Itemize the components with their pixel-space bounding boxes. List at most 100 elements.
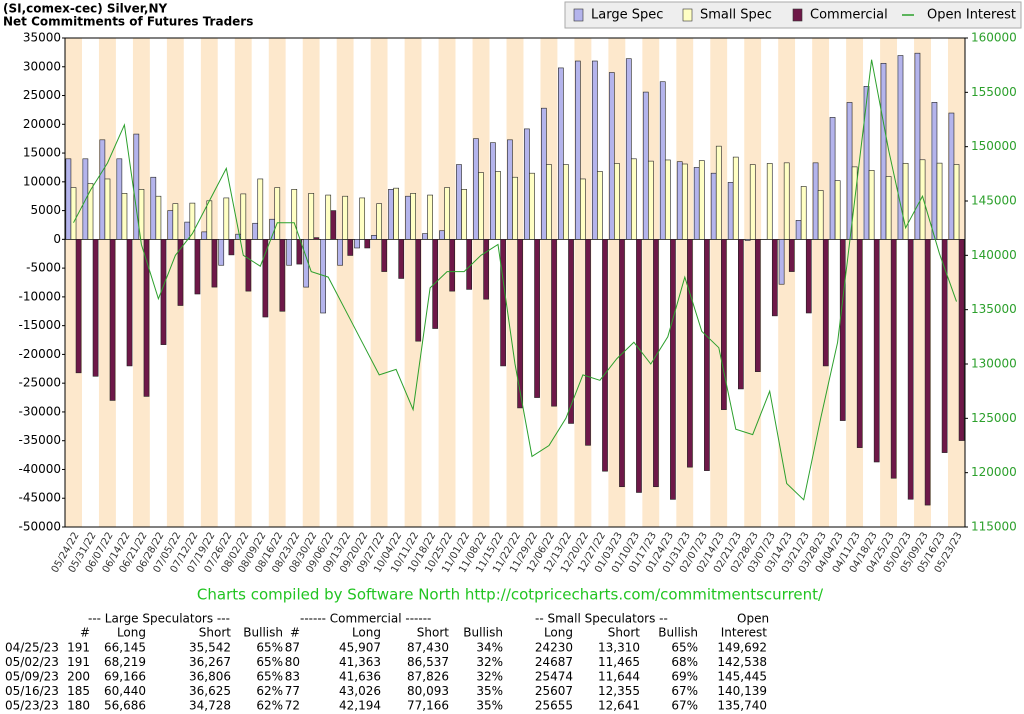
bar bbox=[863, 86, 870, 240]
bar bbox=[279, 239, 286, 312]
y-tick-label: 30000 bbox=[23, 59, 61, 73]
bar bbox=[721, 239, 727, 410]
band bbox=[183, 38, 201, 527]
bar bbox=[218, 239, 225, 266]
table-cell: 149,692 bbox=[717, 641, 767, 655]
bar bbox=[490, 142, 496, 240]
table-cell: 140,139 bbox=[717, 684, 767, 698]
bar bbox=[631, 158, 637, 240]
table-cell: 65% bbox=[256, 670, 283, 684]
bar bbox=[754, 239, 761, 372]
bar bbox=[839, 239, 846, 421]
bar bbox=[189, 202, 196, 240]
table-cell: 135,740 bbox=[717, 699, 767, 713]
table-cell: 180 bbox=[67, 699, 90, 713]
bar bbox=[687, 239, 693, 468]
bar bbox=[223, 197, 230, 240]
bar bbox=[625, 58, 632, 240]
band bbox=[285, 38, 303, 527]
bar bbox=[738, 239, 744, 390]
table-cell: 68% bbox=[671, 655, 698, 669]
bar bbox=[325, 194, 332, 240]
y-tick-label: 10000 bbox=[23, 174, 61, 188]
bar bbox=[890, 239, 897, 479]
table-cell: 86,537 bbox=[407, 655, 449, 669]
bar bbox=[664, 159, 671, 240]
y2-tick-label: 160000 bbox=[971, 31, 1017, 45]
table-cell: 87,826 bbox=[407, 670, 449, 684]
bar bbox=[415, 239, 422, 342]
bar bbox=[257, 178, 264, 240]
bar bbox=[342, 195, 349, 240]
table-group-header: ------ Commercial ------ bbox=[300, 612, 431, 626]
band bbox=[744, 38, 762, 527]
band bbox=[812, 38, 830, 527]
bar bbox=[512, 176, 518, 240]
y-tick-label: 20000 bbox=[23, 117, 61, 131]
bar bbox=[931, 102, 938, 240]
bar bbox=[846, 102, 853, 240]
y2-tick-label: 145000 bbox=[971, 194, 1017, 208]
table-group-header: --- Large Speculators --- bbox=[88, 612, 230, 626]
bar bbox=[65, 158, 72, 240]
table-cell: 67% bbox=[671, 684, 698, 698]
bar bbox=[534, 239, 540, 398]
table-column-header: Long bbox=[544, 626, 573, 640]
bar bbox=[885, 176, 892, 240]
bar bbox=[104, 178, 111, 240]
bar bbox=[274, 187, 281, 240]
legend-label: Small Spec bbox=[700, 8, 772, 23]
bar bbox=[410, 193, 416, 240]
bar bbox=[92, 239, 99, 377]
y-tick-label: 15000 bbox=[23, 146, 61, 160]
bar bbox=[167, 210, 174, 240]
table-cell: 87,430 bbox=[407, 641, 449, 655]
bar bbox=[800, 186, 807, 240]
table-cell: 35% bbox=[476, 684, 503, 698]
table-cell: 83 bbox=[285, 670, 300, 684]
table-date: 05/02/23 bbox=[5, 655, 59, 669]
table-cell: 34% bbox=[476, 641, 503, 655]
bar bbox=[393, 187, 399, 240]
table-cell: 42,194 bbox=[339, 699, 381, 713]
bar bbox=[670, 239, 676, 500]
bar bbox=[252, 222, 259, 240]
y2-tick-label: 135000 bbox=[971, 302, 1017, 316]
y-tick-label: -25000 bbox=[18, 376, 61, 390]
table-cell: 25655 bbox=[535, 699, 573, 713]
bar bbox=[642, 91, 649, 240]
bar bbox=[245, 239, 252, 292]
table-cell: 145,445 bbox=[717, 670, 767, 684]
band bbox=[778, 38, 796, 527]
table-cell: 11,465 bbox=[598, 655, 640, 669]
bar bbox=[771, 239, 778, 317]
bar bbox=[563, 164, 569, 240]
table-cell: 77 bbox=[285, 684, 300, 698]
bar bbox=[201, 231, 208, 240]
table-cell: 69,166 bbox=[104, 670, 146, 684]
bar bbox=[507, 139, 513, 240]
bar bbox=[155, 195, 162, 240]
bar bbox=[953, 164, 960, 240]
table-cell: 32% bbox=[476, 670, 503, 684]
bar bbox=[902, 162, 909, 240]
bar bbox=[405, 195, 411, 240]
band bbox=[268, 38, 286, 527]
bar bbox=[744, 239, 751, 241]
y-tick-label: -50000 bbox=[18, 520, 61, 534]
bar bbox=[75, 239, 82, 374]
table-cell: 45,907 bbox=[339, 641, 381, 655]
bar bbox=[359, 197, 366, 240]
bar bbox=[473, 138, 479, 240]
table-cell: 191 bbox=[67, 655, 90, 669]
band bbox=[727, 38, 745, 527]
table-cell: 35% bbox=[476, 699, 503, 713]
bar bbox=[732, 156, 739, 240]
table-cell: 41,363 bbox=[339, 655, 381, 669]
band bbox=[200, 38, 218, 527]
bar bbox=[636, 239, 642, 493]
bar bbox=[693, 167, 700, 240]
legend-label: Open Interest bbox=[927, 8, 1016, 23]
bar bbox=[354, 239, 360, 249]
y-tick-label: 0 bbox=[53, 232, 61, 246]
